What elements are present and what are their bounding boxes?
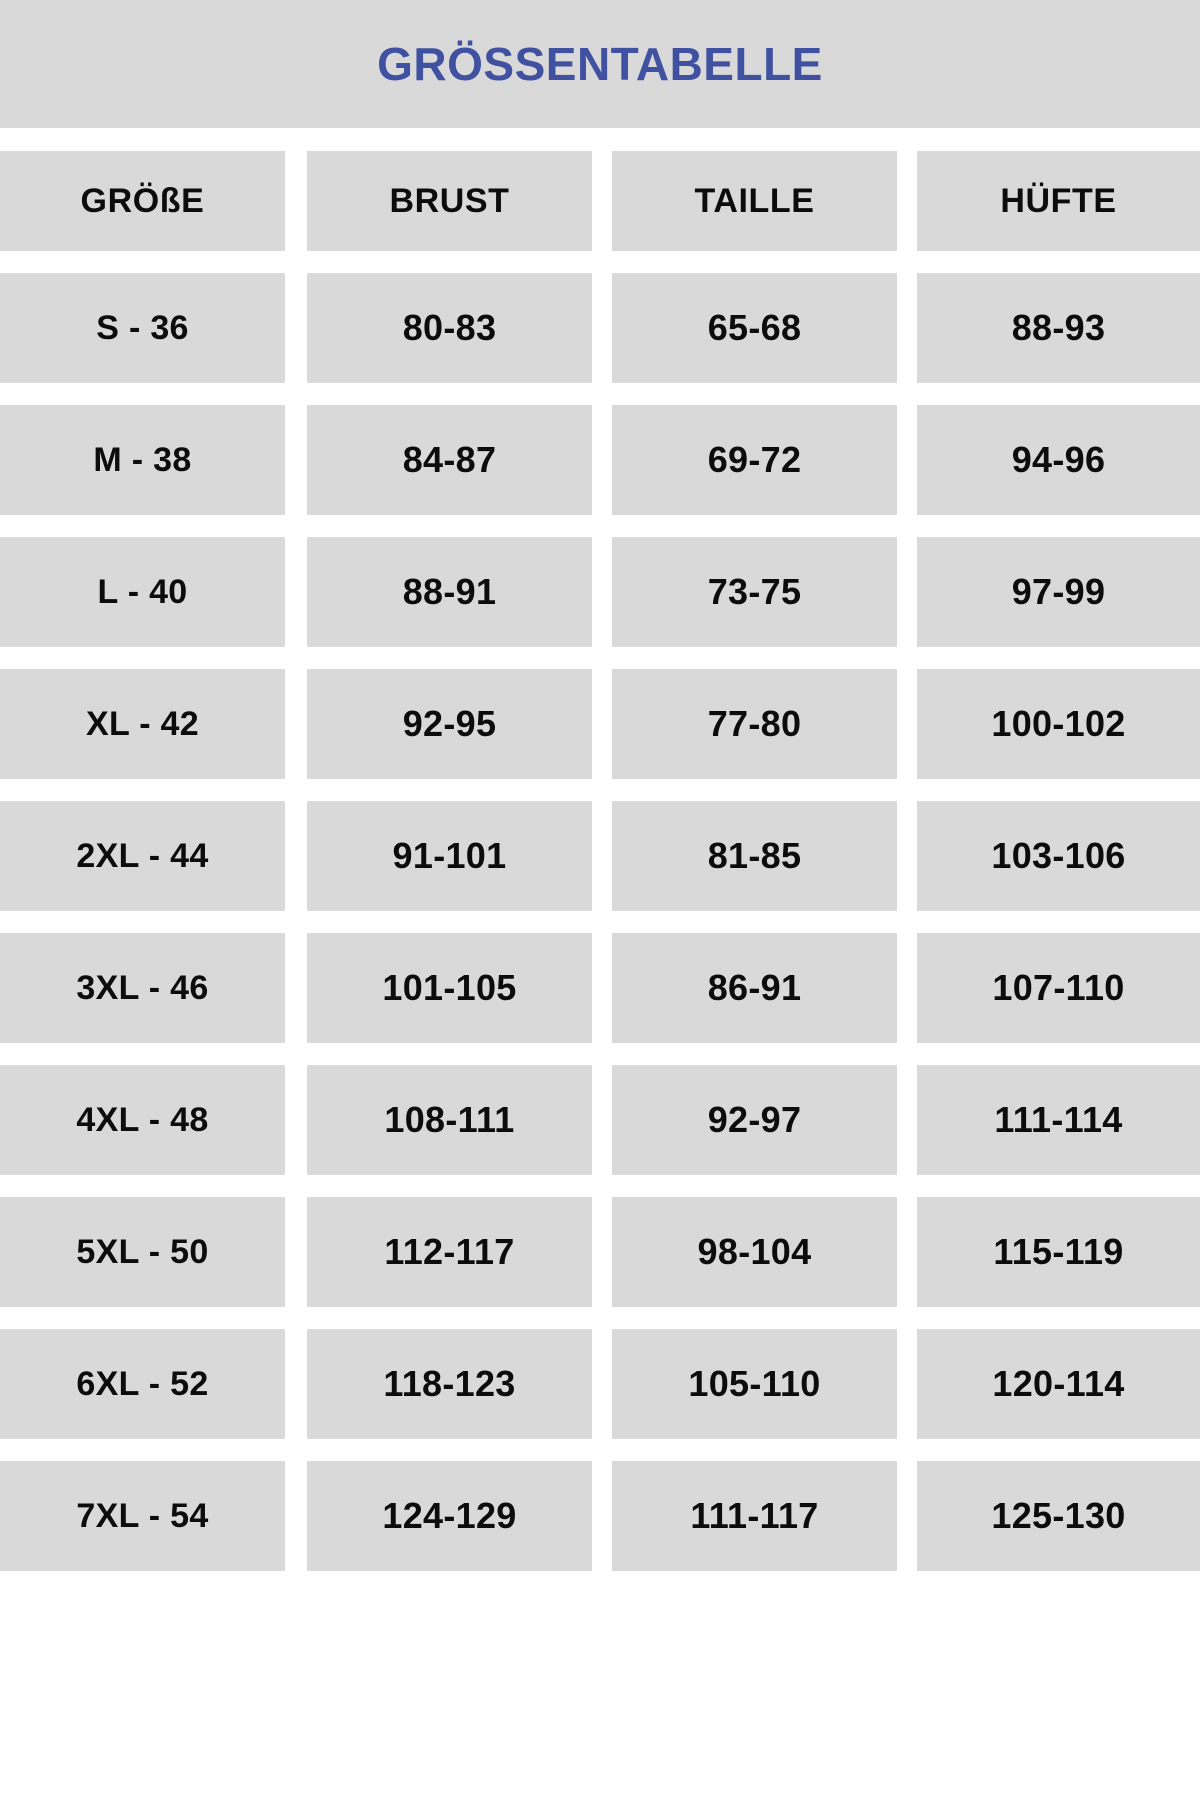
cell-brust: 118-123	[307, 1329, 592, 1439]
table-row: 5XL - 50 112-117 98-104 115-119	[0, 1197, 1200, 1307]
cell-brust: 91-101	[307, 801, 592, 911]
cell-groesse: 5XL - 50	[0, 1197, 285, 1307]
cell-huefte: 100-102	[917, 669, 1200, 779]
cell-brust: 124-129	[307, 1461, 592, 1571]
cell-taille: 111-117	[612, 1461, 897, 1571]
cell-taille: 81-85	[612, 801, 897, 911]
cell-groesse: M - 38	[0, 405, 285, 515]
table-row: 4XL - 48 108-111 92-97 111-114	[0, 1065, 1200, 1175]
cell-huefte: 115-119	[917, 1197, 1200, 1307]
cell-brust: 112-117	[307, 1197, 592, 1307]
table-row: 7XL - 54 124-129 111-117 125-130	[0, 1461, 1200, 1571]
column-header-huefte: HÜFTE	[917, 151, 1200, 251]
cell-brust: 92-95	[307, 669, 592, 779]
cell-groesse: 6XL - 52	[0, 1329, 285, 1439]
cell-huefte: 107-110	[917, 933, 1200, 1043]
cell-taille: 98-104	[612, 1197, 897, 1307]
cell-brust: 108-111	[307, 1065, 592, 1175]
cell-groesse: 4XL - 48	[0, 1065, 285, 1175]
cell-taille: 69-72	[612, 405, 897, 515]
cell-huefte: 111-114	[917, 1065, 1200, 1175]
cell-brust: 84-87	[307, 405, 592, 515]
column-header-taille: TAILLE	[612, 151, 897, 251]
table-row: M - 38 84-87 69-72 94-96	[0, 405, 1200, 515]
cell-brust: 80-83	[307, 273, 592, 383]
cell-taille: 105-110	[612, 1329, 897, 1439]
column-header-brust: BRUST	[307, 151, 592, 251]
cell-huefte: 88-93	[917, 273, 1200, 383]
cell-groesse: 7XL - 54	[0, 1461, 285, 1571]
cell-taille: 77-80	[612, 669, 897, 779]
column-header-groesse: GRÖßE	[0, 151, 285, 251]
cell-taille: 86-91	[612, 933, 897, 1043]
table-row: 2XL - 44 91-101 81-85 103-106	[0, 801, 1200, 911]
table-row: S - 36 80-83 65-68 88-93	[0, 273, 1200, 383]
size-table: GRÖßE BRUST TAILLE HÜFTE S - 36 80-83 65…	[0, 151, 1200, 1593]
cell-groesse: 3XL - 46	[0, 933, 285, 1043]
cell-groesse: 2XL - 44	[0, 801, 285, 911]
page-title: GRÖßENTABELLE	[377, 38, 823, 90]
table-row: 3XL - 46 101-105 86-91 107-110	[0, 933, 1200, 1043]
table-row: L - 40 88-91 73-75 97-99	[0, 537, 1200, 647]
title-banner: GRÖßENTABELLE	[0, 0, 1200, 128]
cell-taille: 65-68	[612, 273, 897, 383]
cell-huefte: 97-99	[917, 537, 1200, 647]
cell-taille: 92-97	[612, 1065, 897, 1175]
cell-groesse: S - 36	[0, 273, 285, 383]
table-header-row: GRÖßE BRUST TAILLE HÜFTE	[0, 151, 1200, 251]
cell-huefte: 120-114	[917, 1329, 1200, 1439]
cell-brust: 101-105	[307, 933, 592, 1043]
cell-taille: 73-75	[612, 537, 897, 647]
cell-groesse: L - 40	[0, 537, 285, 647]
cell-brust: 88-91	[307, 537, 592, 647]
table-row: 6XL - 52 118-123 105-110 120-114	[0, 1329, 1200, 1439]
cell-huefte: 94-96	[917, 405, 1200, 515]
cell-huefte: 103-106	[917, 801, 1200, 911]
cell-groesse: XL - 42	[0, 669, 285, 779]
table-row: XL - 42 92-95 77-80 100-102	[0, 669, 1200, 779]
cell-huefte: 125-130	[917, 1461, 1200, 1571]
